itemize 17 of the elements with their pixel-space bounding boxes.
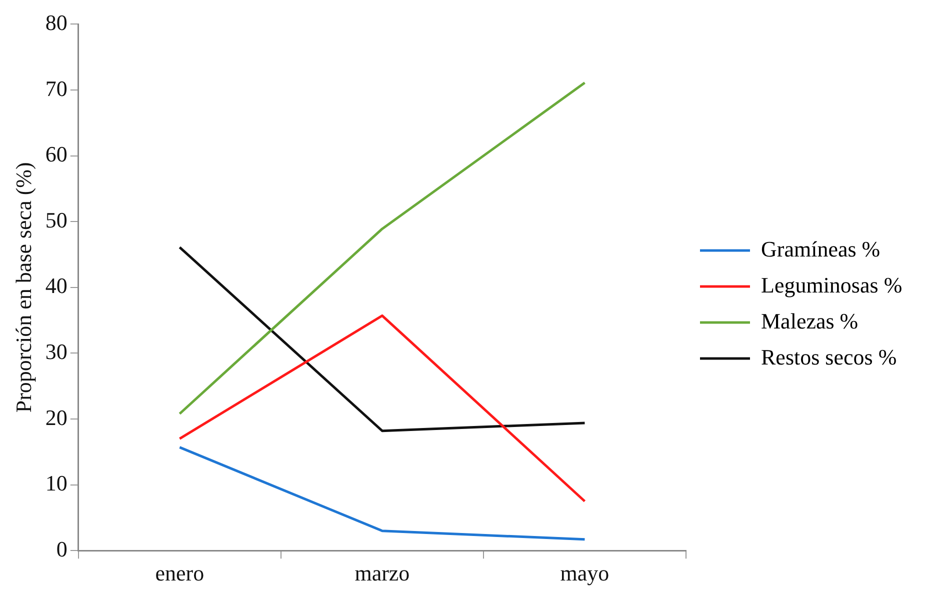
y-tick-label: 0 xyxy=(56,536,68,562)
y-axis-title: Proporción en base seca (%) xyxy=(10,162,36,413)
x-tick-label: mayo xyxy=(560,560,610,586)
y-tick-label: 60 xyxy=(45,142,68,167)
legend-label: Gramíneas % xyxy=(761,236,880,262)
y-tick-label: 80 xyxy=(45,10,68,35)
legend-label: Malezas % xyxy=(761,308,858,334)
x-tick-label: enero xyxy=(155,560,204,586)
y-tick-label: 40 xyxy=(45,273,68,298)
legend-label: Restos secos % xyxy=(761,344,897,370)
y-tick-label: 20 xyxy=(45,404,68,430)
legend-label: Leguminosas % xyxy=(761,272,902,298)
y-tick-label: 70 xyxy=(45,76,68,101)
y-tick-label: 30 xyxy=(45,338,68,364)
y-tick-label: 50 xyxy=(45,207,68,232)
y-tick-label: 10 xyxy=(45,470,68,496)
x-tick-label: marzo xyxy=(354,560,410,586)
